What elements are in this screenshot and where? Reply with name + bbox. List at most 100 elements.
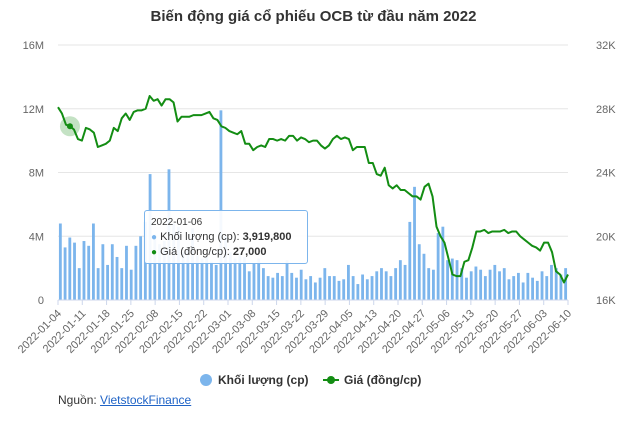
y-right-tick-label: 28K bbox=[596, 104, 616, 116]
volume-bar bbox=[271, 277, 275, 300]
tooltip-price-label: Giá (đồng/cp): bbox=[160, 246, 230, 258]
volume-bar bbox=[460, 268, 464, 301]
volume-bar bbox=[299, 269, 303, 300]
volume-bar bbox=[276, 272, 279, 300]
volume-bar bbox=[228, 252, 232, 300]
y-right-tick-label: 32K bbox=[596, 40, 616, 52]
volume-bar bbox=[96, 268, 100, 301]
tooltip-date: 2022-01-06 bbox=[151, 217, 203, 228]
y-right-tick-label: 20K bbox=[596, 231, 616, 243]
volume-bar bbox=[347, 264, 350, 300]
volume-bar bbox=[427, 268, 431, 301]
volume-bar bbox=[564, 268, 568, 301]
volume-bar bbox=[351, 276, 355, 300]
volume-bar bbox=[266, 276, 270, 300]
volume-bar bbox=[535, 280, 539, 301]
volume-bar bbox=[200, 258, 204, 300]
volume-bar bbox=[483, 276, 487, 300]
volume-bar bbox=[342, 279, 346, 300]
volume-bar bbox=[195, 255, 199, 301]
volume-bar bbox=[224, 236, 228, 300]
volume-bar bbox=[313, 282, 317, 300]
volume-bar bbox=[413, 186, 416, 300]
volume-bar bbox=[318, 277, 322, 300]
source-link[interactable]: VietstockFinance bbox=[100, 393, 192, 407]
tooltip-volume-dot: ● bbox=[151, 232, 158, 243]
volume-bar bbox=[446, 260, 449, 300]
volume-bar bbox=[436, 233, 440, 300]
volume-bar bbox=[252, 263, 256, 300]
volume-bar bbox=[101, 244, 105, 300]
volume-bar bbox=[365, 279, 369, 300]
y-left-tick-label: 8M bbox=[29, 168, 44, 180]
volume-bar bbox=[115, 256, 119, 300]
volume-bar bbox=[125, 245, 128, 300]
y-right-tick-label: 24K bbox=[596, 168, 616, 180]
volume-bar bbox=[356, 284, 360, 300]
volume-bar bbox=[554, 268, 558, 301]
volume-bar bbox=[304, 279, 308, 300]
volume-bar bbox=[493, 264, 497, 300]
volume-bar bbox=[129, 269, 133, 300]
volume-bar bbox=[328, 276, 331, 300]
volume-bar bbox=[422, 253, 426, 300]
volume-bar bbox=[214, 264, 218, 300]
legend-price-marker[interactable] bbox=[327, 376, 335, 384]
volume-bar bbox=[545, 276, 549, 300]
volume-bar bbox=[58, 223, 62, 300]
volume-bar bbox=[550, 264, 553, 300]
volume-bar bbox=[474, 266, 478, 300]
volume-bar bbox=[247, 271, 251, 300]
volume-bar bbox=[512, 276, 516, 300]
volume-bar bbox=[394, 268, 398, 301]
y-left-tick-label: 16M bbox=[23, 40, 44, 52]
volume-bar bbox=[398, 260, 402, 300]
tooltip-volume-value: 3,919,800 bbox=[242, 231, 292, 243]
volume-bar bbox=[280, 276, 284, 300]
volume-bar bbox=[323, 268, 327, 301]
volume-bar bbox=[469, 271, 473, 300]
legend-volume-label[interactable]: Khối lượng (cp) bbox=[218, 373, 309, 387]
legend-volume-marker[interactable] bbox=[200, 374, 212, 386]
volume-bar bbox=[257, 258, 261, 300]
volume-bar bbox=[139, 236, 143, 300]
volume-bar bbox=[290, 272, 294, 300]
source-note: Nguồn: VietstockFinance bbox=[58, 393, 191, 407]
volume-bar bbox=[526, 272, 530, 300]
volume-bar bbox=[380, 268, 383, 301]
volume-bar bbox=[92, 223, 95, 300]
volume-bar bbox=[441, 226, 445, 300]
y-left-tick-label: 12M bbox=[23, 104, 44, 116]
volume-bar bbox=[488, 269, 492, 300]
volume-bar bbox=[186, 249, 190, 300]
legend-price-label[interactable]: Giá (đồng/cp) bbox=[344, 373, 421, 387]
volume-bar bbox=[120, 268, 124, 301]
volume-bar bbox=[181, 252, 185, 300]
volume-bar bbox=[87, 245, 91, 300]
volume-bar bbox=[337, 280, 341, 301]
volume-bar bbox=[465, 277, 468, 300]
volume-bar bbox=[162, 241, 166, 300]
tooltip: 2022-01-06 ● Khối lượng (cp): 3,919,800 … bbox=[144, 210, 308, 264]
volume-bar bbox=[450, 258, 454, 300]
volume-bar bbox=[375, 271, 379, 300]
y-left-tick-label: 0 bbox=[38, 295, 44, 307]
tooltip-volume-row: ● Khối lượng (cp): 3,919,800 bbox=[151, 230, 301, 245]
volume-bar bbox=[77, 268, 81, 301]
tooltip-volume-label: Khối lượng (cp): bbox=[160, 231, 240, 243]
volume-bars bbox=[58, 110, 568, 301]
volume-bar bbox=[82, 241, 86, 300]
volume-bar bbox=[285, 260, 289, 300]
volume-bar bbox=[205, 256, 209, 300]
hover-point bbox=[66, 123, 73, 130]
volume-bar bbox=[233, 258, 237, 300]
volume-bar bbox=[219, 110, 223, 300]
source-prefix: Nguồn: bbox=[58, 393, 97, 407]
volume-bar bbox=[309, 276, 313, 300]
volume-bar bbox=[540, 271, 544, 300]
volume-bar bbox=[384, 271, 388, 300]
volume-bar bbox=[408, 221, 412, 300]
volume-bar bbox=[479, 269, 483, 300]
